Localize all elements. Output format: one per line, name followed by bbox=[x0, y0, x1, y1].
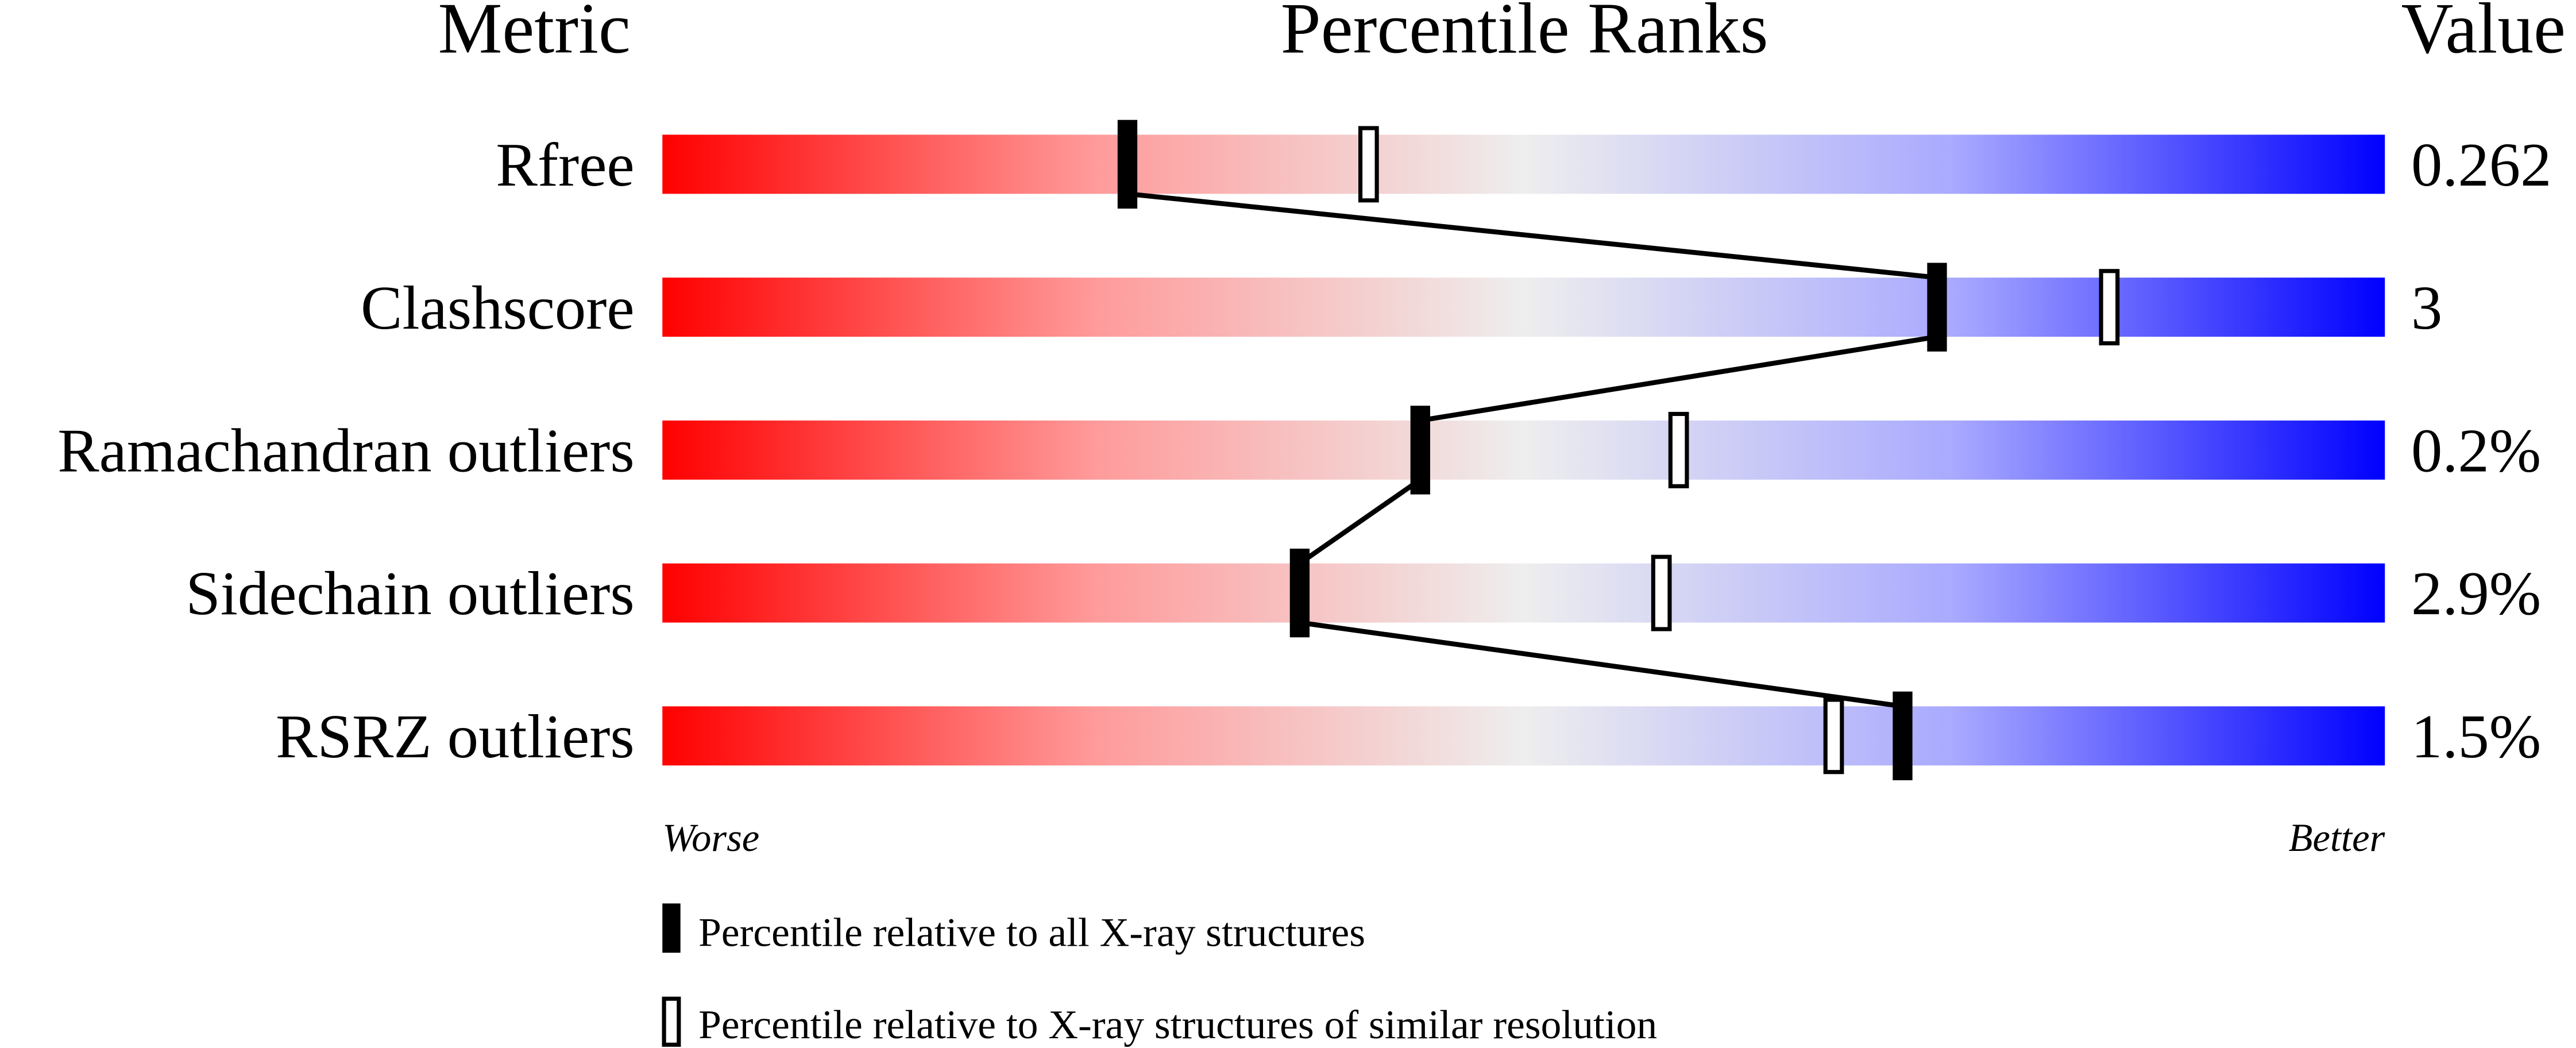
percentile-bar bbox=[662, 420, 2385, 480]
marker-all-structures bbox=[1410, 406, 1430, 495]
marker-similar-resolution bbox=[2099, 269, 2120, 346]
connector-line bbox=[1127, 191, 1937, 280]
legend-open-label: Percentile relative to X-ray structures … bbox=[698, 1002, 1657, 1047]
metric-label: Clashscore bbox=[361, 273, 635, 342]
connector-line bbox=[1299, 620, 1903, 709]
header-percentile-ranks: Percentile Ranks bbox=[1281, 0, 1768, 68]
legend-open-marker bbox=[662, 996, 681, 1047]
marker-similar-resolution bbox=[1668, 411, 1689, 488]
marker-all-structures bbox=[1927, 263, 1947, 352]
percentile-bar bbox=[662, 278, 2385, 337]
metric-value: 3 bbox=[2411, 273, 2442, 342]
metric-label: RSRZ outliers bbox=[276, 702, 635, 771]
axis-worse-label: Worse bbox=[662, 816, 759, 860]
metric-label: Sidechain outliers bbox=[186, 559, 634, 628]
marker-similar-resolution bbox=[1358, 126, 1379, 203]
percentile-bar bbox=[662, 134, 2385, 194]
marker-all-structures bbox=[1117, 120, 1138, 209]
metric-label: Ramachandran outliers bbox=[57, 417, 634, 486]
marker-similar-resolution bbox=[1651, 554, 1672, 631]
connector-line bbox=[1298, 477, 1422, 566]
axis-better-label: Better bbox=[2289, 816, 2385, 860]
header-value: Value bbox=[2401, 0, 2566, 68]
metric-value: 2.9% bbox=[2411, 559, 2541, 628]
marker-all-structures bbox=[1893, 691, 1913, 780]
metric-value: 1.5% bbox=[2411, 702, 2541, 771]
marker-all-structures bbox=[1289, 548, 1310, 638]
legend-filled-label: Percentile relative to all X-ray structu… bbox=[698, 910, 1365, 955]
percentile-bar bbox=[662, 706, 2385, 766]
header-metric: Metric bbox=[438, 0, 631, 68]
legend-filled-marker bbox=[662, 903, 681, 953]
metric-label: Rfree bbox=[496, 130, 634, 199]
metric-value: 0.2% bbox=[2411, 417, 2541, 486]
percentile-bar bbox=[662, 563, 2385, 623]
metric-value: 0.262 bbox=[2411, 130, 2551, 199]
connector-line bbox=[1420, 334, 1938, 423]
marker-similar-resolution bbox=[1823, 698, 1844, 775]
